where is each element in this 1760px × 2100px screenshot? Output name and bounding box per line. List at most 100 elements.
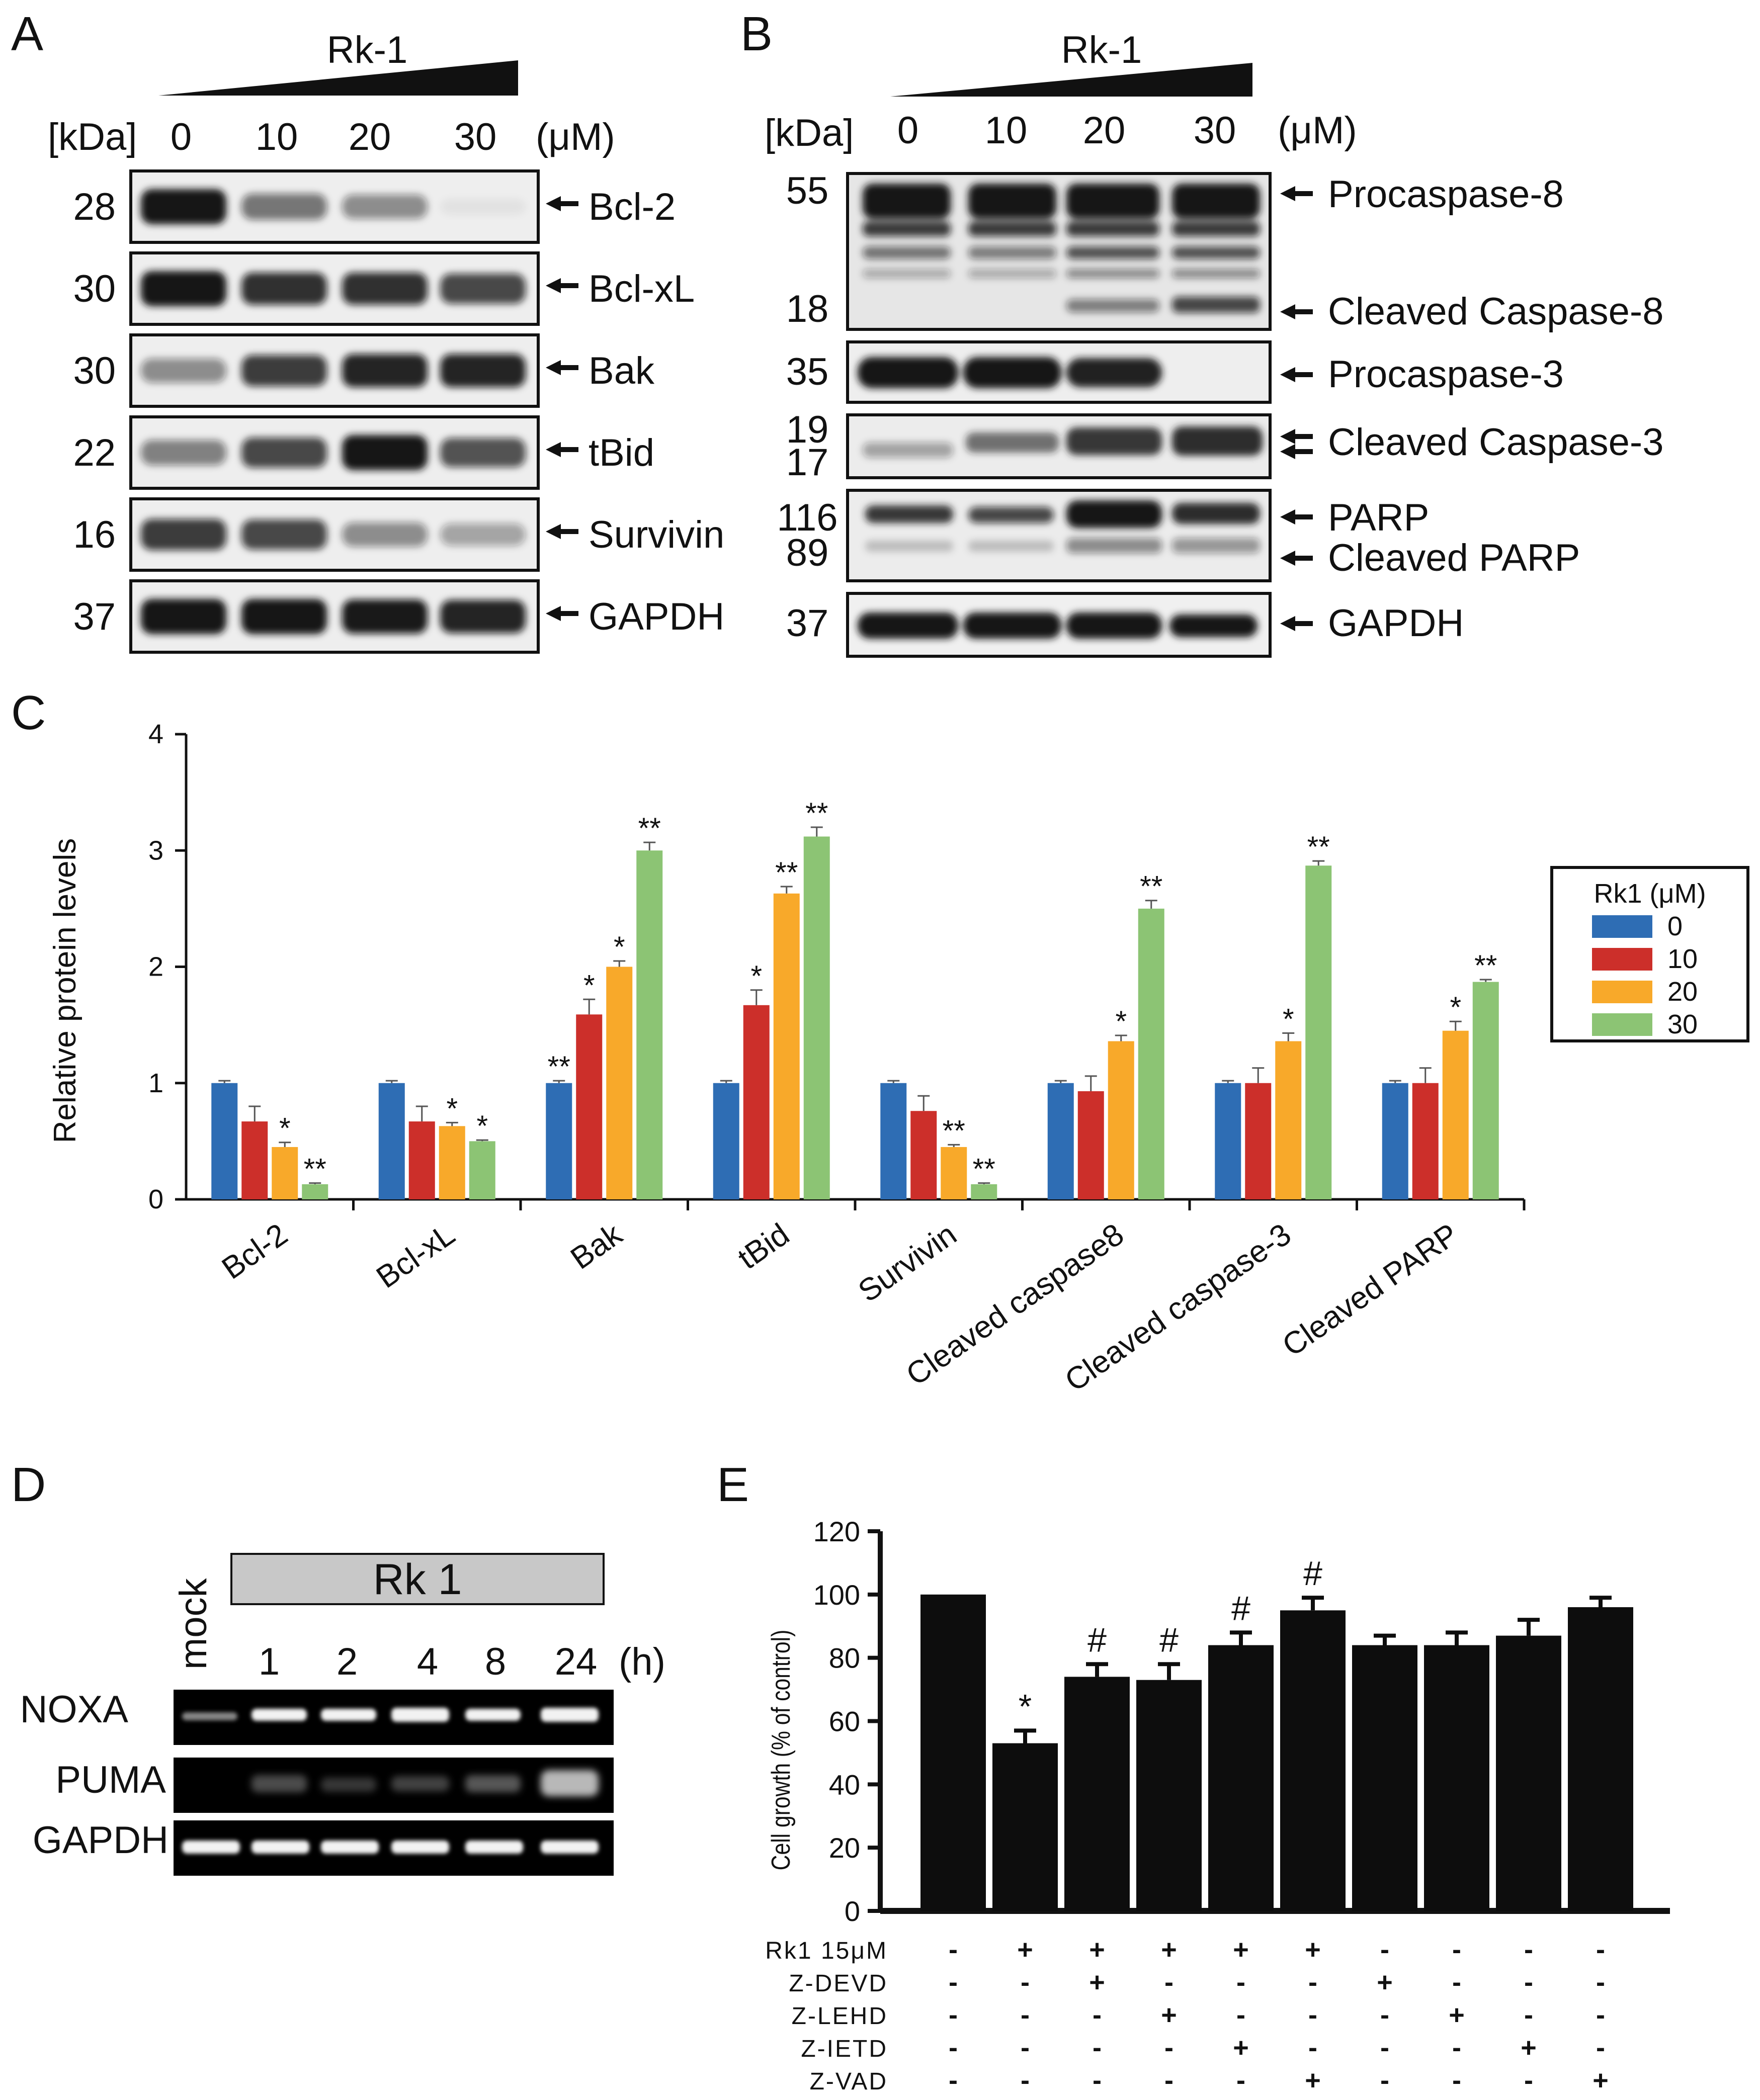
- bar: [1047, 1083, 1074, 1199]
- bar: [1138, 908, 1164, 1199]
- panel-a-dose: 0: [171, 116, 192, 158]
- condition-sign: +: [1161, 1935, 1177, 1965]
- panel-b-dose-labels: 0 10 20 30: [897, 109, 1236, 152]
- band: [241, 355, 327, 386]
- condition-sign: +: [1017, 1935, 1033, 1965]
- panel-e-letter: E: [717, 1458, 749, 1512]
- panel-b-dose: 10: [985, 109, 1028, 152]
- condition-sign: -: [1596, 2033, 1605, 2063]
- panel-a-dose-wedge: [158, 60, 518, 96]
- bar: [992, 1743, 1058, 1911]
- kda-marker: 35: [786, 351, 829, 393]
- y-tick-label: 20: [829, 1832, 860, 1864]
- condition-sign: +: [1233, 1935, 1249, 1965]
- condition-sign: -: [1164, 2065, 1174, 2095]
- bar: [1472, 982, 1499, 1199]
- condition-sign: +: [1233, 2033, 1249, 2063]
- band: [342, 522, 428, 547]
- panel-b-letter: B: [740, 7, 773, 61]
- bar: [606, 967, 633, 1199]
- condition-sign: -: [949, 1935, 958, 1965]
- bar: [1568, 1607, 1633, 1911]
- condition-sign: -: [1524, 2000, 1533, 2030]
- band: [241, 519, 327, 550]
- panel-b-dose-wedge: [890, 63, 1252, 97]
- panel-a: A Rk-1 [kDa] (μM) 0 10 20 30 28 Bcl-2 30 Bc…: [11, 7, 724, 654]
- bar: [408, 1121, 435, 1199]
- blot-bands: [141, 271, 526, 306]
- bar: [636, 850, 663, 1199]
- condition-table: Rk1 15μM - + + + + + - - - -Z-DEVD - - + - - - + - - -Z-LEHD…: [765, 1935, 1609, 2095]
- y-tick-label: 0: [148, 1184, 163, 1214]
- panel-b-dose: 0: [897, 109, 918, 152]
- panel-a-dose-labels: 0 10 20 30: [171, 116, 496, 158]
- band: [141, 359, 226, 383]
- condition-sign: -: [1524, 2065, 1533, 2095]
- panel-b-treatment: Rk-1: [1061, 29, 1142, 71]
- significance-mark: **: [548, 1051, 570, 1083]
- condition-sign: -: [1308, 2000, 1317, 2030]
- panel-a-dose: 30: [454, 116, 497, 158]
- significance-mark: **: [775, 856, 798, 889]
- panel-b: B Rk-1 [kDa] (μM) 0 10 20 30: [740, 7, 1664, 658]
- kda-marker: 19: [786, 408, 829, 451]
- band: [141, 599, 226, 634]
- kda-marker: 22: [73, 431, 116, 474]
- y-axis-label: Relative protein levels: [48, 838, 82, 1144]
- band: [141, 271, 226, 306]
- band: [241, 438, 327, 468]
- band: [342, 273, 428, 305]
- blot-bands: [141, 189, 526, 224]
- blot-cleaved-caspase3: 19 17 Cleaved Caspase-3: [786, 408, 1664, 484]
- legend-box: [1550, 866, 1749, 1042]
- blot-bands: [141, 354, 526, 387]
- condition-sign: -: [1164, 1967, 1174, 1997]
- band-label: Procaspase-3: [1328, 353, 1564, 396]
- condition-sign: -: [1380, 2000, 1389, 2030]
- x-tick-label: Cleaved PARP: [1276, 1217, 1465, 1363]
- y-tick-label: 120: [813, 1516, 860, 1547]
- gene-label: PUMA: [55, 1759, 166, 1801]
- condition-sign: -: [1380, 2065, 1389, 2095]
- kda-marker: 37: [73, 595, 116, 638]
- condition-sign: -: [1093, 2033, 1102, 2063]
- chart-c: 01234***Bcl-2**Bcl-xL******Bak*****tBid*…: [148, 719, 1526, 1398]
- condition-sign: -: [1452, 2065, 1461, 2095]
- legend-label: 20: [1667, 977, 1698, 1007]
- kda-marker: 16: [73, 513, 116, 556]
- chart-e: 0 20 40 60 80 100 120 * # # # #: [813, 1516, 1670, 1927]
- condition-sign: -: [1021, 2065, 1030, 2095]
- condition-sign: -: [1452, 1967, 1461, 1997]
- bar: [743, 1005, 770, 1199]
- condition-label: Z-LEHD: [792, 2003, 888, 2030]
- condition-sign: +: [1377, 1967, 1393, 1997]
- arrow-icon: [546, 442, 578, 457]
- gel-gapdh: [174, 1820, 614, 1876]
- condition-sign: -: [1452, 2033, 1461, 2063]
- legend-label: 10: [1667, 944, 1698, 974]
- condition-sign: +: [1521, 2033, 1537, 2063]
- band: [241, 194, 327, 220]
- condition-sign: -: [1021, 2000, 1030, 2030]
- time-label: 8: [485, 1640, 506, 1683]
- x-tick-label: Bak: [564, 1216, 629, 1276]
- time-label: 2: [337, 1640, 358, 1683]
- condition-sign: +: [1089, 1935, 1105, 1965]
- significance-mark: **: [973, 1153, 995, 1186]
- band-label: tBid: [589, 431, 654, 474]
- y-tick-label: 80: [829, 1642, 860, 1674]
- band: [440, 523, 526, 546]
- band-label: Bcl-2: [589, 186, 676, 228]
- gel-puma: [174, 1758, 614, 1813]
- blot-gapdh-b: 37 GAPDH: [786, 592, 1464, 658]
- band-label: Bcl-xL: [589, 268, 695, 310]
- band: [241, 599, 327, 634]
- kda-marker: 28: [73, 186, 116, 228]
- kda-marker: 30: [73, 268, 116, 310]
- panel-a-dose: 20: [349, 116, 391, 158]
- condition-label: Z-IETD: [801, 2036, 888, 2062]
- mock-label: mock: [172, 1578, 215, 1670]
- y-axis-label: Cell growth (% of control): [767, 1630, 796, 1871]
- arrow-icon: [1280, 429, 1313, 444]
